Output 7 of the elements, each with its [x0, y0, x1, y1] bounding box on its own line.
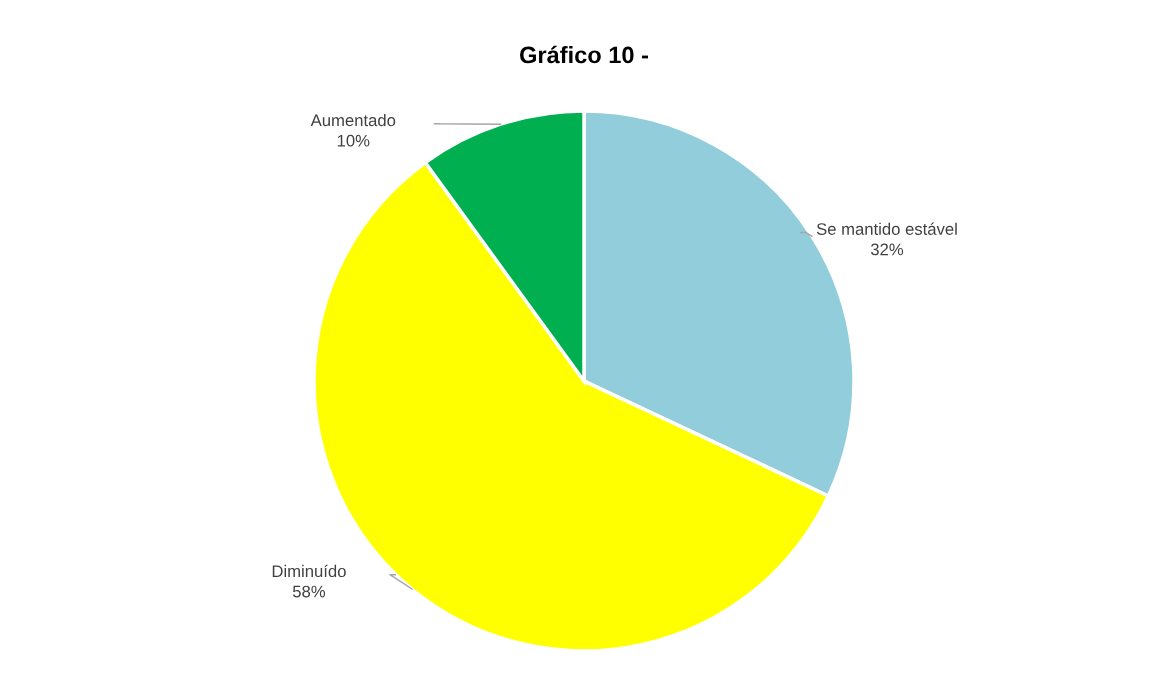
data-label: 32% [870, 243, 904, 256]
data-label: 58% [292, 585, 326, 598]
chart-title: Gráfico 10 - [520, 45, 649, 64]
slice-label: Aumentado [310, 113, 396, 127]
slice-label: Diminuído [272, 564, 346, 578]
slice-label: Se mantido estável [816, 222, 957, 235]
data-label: 10% [337, 134, 370, 147]
